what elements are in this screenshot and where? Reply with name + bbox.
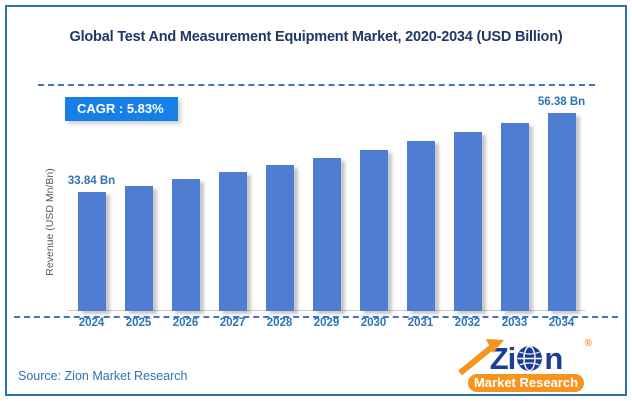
bar-column: 33.84 Bn 2024 (68, 95, 115, 335)
bar (453, 132, 482, 311)
x-axis-tick-label: 2025 (125, 317, 152, 329)
bar-column: 2032 (444, 95, 491, 335)
registered-trademark-icon: ® (584, 338, 592, 349)
bar (500, 123, 529, 311)
bar (406, 141, 435, 311)
bar-column: 2029 (303, 95, 350, 335)
x-axis-tick-label: 2032 (454, 317, 481, 329)
x-axis-tick-label: 2028 (266, 317, 293, 329)
bar-column: 2031 (397, 95, 444, 335)
bar-column: 2028 (256, 95, 303, 335)
logo-text-zi: Zi (489, 341, 517, 376)
source-attribution: Source: Zion Market Research (18, 369, 188, 383)
x-axis-tick-label: 2034 (548, 317, 575, 329)
bar (312, 158, 341, 311)
bar-value-label: 56.38 Bn (537, 96, 586, 108)
plot-area: 33.84 Bn 2024 2025 2026 2027 2028 2029 2… (68, 95, 585, 335)
top-dashed-divider (38, 84, 595, 86)
x-axis-tick-label: 2029 (313, 317, 340, 329)
zion-logo: Zi n ® Market Research (442, 339, 610, 392)
bar-column: 56.38 Bn 2034 (538, 95, 585, 335)
logo-tagline: Market Research (467, 374, 585, 392)
bar (124, 186, 153, 311)
bar-column: 2027 (209, 95, 256, 335)
bar-column: 2026 (162, 95, 209, 335)
bar (265, 165, 294, 311)
zion-logo-wordmark: Zi n ® (442, 339, 610, 376)
bar (359, 150, 388, 311)
bar (547, 113, 576, 311)
bar (171, 179, 200, 311)
x-axis-tick-label: 2026 (172, 317, 199, 329)
bar-column: 2033 (491, 95, 538, 335)
bar-column: 2030 (350, 95, 397, 335)
bar-column: 2025 (115, 95, 162, 335)
logo-text-n: n (544, 341, 563, 376)
cagr-badge: CAGR : 5.83% (65, 97, 178, 121)
bar (218, 172, 247, 311)
y-axis-label: Revenue (USD Mn/Bn) (44, 168, 56, 276)
x-axis-tick-label: 2031 (407, 317, 434, 329)
bottom-dashed-divider (14, 316, 618, 318)
bar (77, 192, 106, 311)
x-axis-tick-label: 2027 (219, 317, 246, 329)
x-axis-tick-label: 2030 (360, 317, 387, 329)
bar-value-label: 33.84 Bn (67, 175, 116, 187)
globe-icon (517, 345, 543, 372)
x-axis-tick-label: 2033 (501, 317, 528, 329)
chart-title: Global Test And Measurement Equipment Ma… (69, 29, 563, 45)
x-axis-tick-label: 2024 (78, 317, 105, 329)
